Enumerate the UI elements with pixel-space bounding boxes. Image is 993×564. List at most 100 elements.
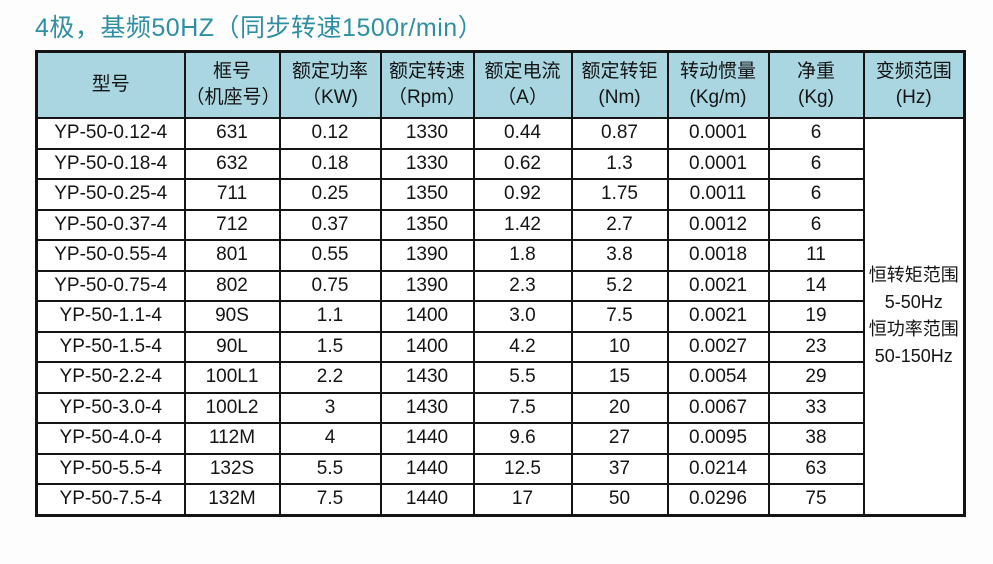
header-model-line1: 型号 bbox=[91, 74, 130, 96]
cell-frame: 711 bbox=[183, 178, 281, 211]
cell-model: YP-50-0.75-4 bbox=[35, 269, 186, 302]
cell-inertia: 0.0001 bbox=[666, 117, 770, 150]
cell-frame: 112M bbox=[183, 422, 281, 455]
header-freq-range-line1: 变频范围 bbox=[875, 61, 952, 83]
table-row: YP-50-0.55-4 801 0.55 1390 1.8 3.8 0.001… bbox=[35, 239, 965, 272]
header-rated-torque-line2: (Nm) bbox=[598, 87, 641, 108]
cell-power: 0.12 bbox=[278, 117, 382, 150]
header-frame-line1: 框号 bbox=[212, 61, 251, 83]
cell-speed: 1330 bbox=[379, 117, 475, 150]
cell-current: 1.8 bbox=[472, 239, 573, 272]
cell-current: 0.62 bbox=[472, 147, 573, 180]
freq-range-line: 恒功率范围 bbox=[868, 319, 959, 340]
cell-weight: 75 bbox=[767, 483, 865, 516]
header-frame-line2: （机座号） bbox=[185, 87, 280, 108]
cell-current: 4.2 bbox=[472, 330, 573, 363]
freq-range-line: 恒转矩范围 bbox=[868, 265, 959, 286]
header-rated-current-line2: （A） bbox=[497, 87, 548, 108]
cell-weight: 6 bbox=[767, 208, 865, 241]
cell-weight: 6 bbox=[767, 178, 865, 211]
cell-power: 0.18 bbox=[278, 147, 382, 180]
cell-power: 1.5 bbox=[278, 330, 382, 363]
header-freq-range-line2: (Hz) bbox=[895, 87, 932, 108]
cell-model: YP-50-1.1-4 bbox=[35, 300, 186, 333]
cell-frame: 132M bbox=[183, 483, 281, 516]
cell-torque: 2.7 bbox=[570, 208, 669, 241]
cell-frame: 632 bbox=[183, 147, 281, 180]
cell-speed: 1350 bbox=[379, 208, 475, 241]
table-row: YP-50-7.5-4 132M 7.5 1440 17 50 0.0296 7… bbox=[35, 483, 965, 516]
cell-model: YP-50-1.5-4 bbox=[35, 330, 186, 363]
cell-frame: 631 bbox=[183, 117, 281, 150]
cell-power: 1.1 bbox=[278, 300, 382, 333]
cell-weight: 19 bbox=[767, 300, 865, 333]
cell-weight: 33 bbox=[767, 391, 865, 424]
cell-power: 0.25 bbox=[278, 178, 382, 211]
cell-speed: 1390 bbox=[379, 239, 475, 272]
cell-frame: 100L2 bbox=[183, 391, 281, 424]
cell-power: 0.37 bbox=[278, 208, 382, 241]
cell-power: 3 bbox=[278, 391, 382, 424]
cell-inertia: 0.0027 bbox=[666, 330, 770, 363]
cell-current: 5.5 bbox=[472, 361, 573, 394]
table-row: YP-50-3.0-4 100L2 3 1430 7.5 20 0.0067 3… bbox=[35, 391, 965, 424]
cell-weight: 6 bbox=[767, 147, 865, 180]
cell-torque: 27 bbox=[570, 422, 669, 455]
cell-current: 0.44 bbox=[472, 117, 573, 150]
cell-power: 5.5 bbox=[278, 452, 382, 485]
cell-torque: 5.2 bbox=[570, 269, 669, 302]
cell-inertia: 0.0011 bbox=[666, 178, 770, 211]
freq-range-line: 50-150Hz bbox=[874, 346, 953, 367]
cell-inertia: 0.0018 bbox=[666, 239, 770, 272]
table-row: YP-50-0.25-4 711 0.25 1350 0.92 1.75 0.0… bbox=[35, 178, 965, 211]
cell-speed: 1440 bbox=[379, 422, 475, 455]
motor-spec-table: 型号 框号 （机座号） 额定功率 （KW) 额定转速 （Rpm） 额定电流 bbox=[35, 50, 966, 517]
header-net-weight-line1: 净重 bbox=[796, 61, 835, 83]
header-rated-power-line2: （KW) bbox=[302, 87, 358, 108]
cell-speed: 1430 bbox=[379, 361, 475, 394]
cell-torque: 37 bbox=[570, 452, 669, 485]
cell-torque: 3.8 bbox=[570, 239, 669, 272]
header-rated-torque-line1: 额定转钜 bbox=[581, 61, 658, 83]
cell-speed: 1430 bbox=[379, 391, 475, 424]
cell-torque: 0.87 bbox=[570, 117, 669, 150]
cell-torque: 7.5 bbox=[570, 300, 669, 333]
cell-torque: 1.75 bbox=[570, 178, 669, 211]
cell-frame: 802 bbox=[183, 269, 281, 302]
freq-range-line: 5-50Hz bbox=[884, 292, 943, 313]
cell-speed: 1350 bbox=[379, 178, 475, 211]
cell-model: YP-50-0.25-4 bbox=[35, 178, 186, 211]
header-rated-current-line1: 额定电流 bbox=[484, 61, 561, 83]
cell-weight: 14 bbox=[767, 269, 865, 302]
cell-inertia: 0.0054 bbox=[666, 361, 770, 394]
cell-inertia: 0.0021 bbox=[666, 269, 770, 302]
header-rated-power: 额定功率 （KW) bbox=[278, 50, 382, 119]
cell-weight: 6 bbox=[767, 117, 865, 150]
cell-speed: 1400 bbox=[379, 330, 475, 363]
cell-power: 2.2 bbox=[278, 361, 382, 394]
cell-model: YP-50-7.5-4 bbox=[35, 483, 186, 516]
cell-torque: 10 bbox=[570, 330, 669, 363]
cell-frame: 801 bbox=[183, 239, 281, 272]
cell-current: 12.5 bbox=[472, 452, 573, 485]
header-inertia: 转动惯量 (Kg/m) bbox=[666, 50, 770, 119]
table-row: YP-50-1.5-4 90L 1.5 1400 4.2 10 0.0027 2… bbox=[35, 330, 965, 363]
cell-model: YP-50-0.18-4 bbox=[35, 147, 186, 180]
cell-power: 0.75 bbox=[278, 269, 382, 302]
cell-torque: 50 bbox=[570, 483, 669, 516]
cell-inertia: 0.0296 bbox=[666, 483, 770, 516]
cell-model: YP-50-0.12-4 bbox=[35, 117, 186, 150]
cell-current: 9.6 bbox=[472, 422, 573, 455]
freq-range-cell: 恒转矩范围 5-50Hz 恒功率范围 50-150Hz bbox=[862, 117, 966, 516]
cell-weight: 23 bbox=[767, 330, 865, 363]
table-row: YP-50-0.37-4 712 0.37 1350 1.42 2.7 0.00… bbox=[35, 208, 965, 241]
header-freq-range: 变频范围 (Hz) bbox=[862, 50, 966, 119]
cell-weight: 38 bbox=[767, 422, 865, 455]
cell-power: 7.5 bbox=[278, 483, 382, 516]
header-frame: 框号 （机座号） bbox=[183, 50, 281, 119]
cell-current: 1.42 bbox=[472, 208, 573, 241]
cell-current: 17 bbox=[472, 483, 573, 516]
cell-model: YP-50-5.5-4 bbox=[35, 452, 186, 485]
cell-speed: 1440 bbox=[379, 483, 475, 516]
